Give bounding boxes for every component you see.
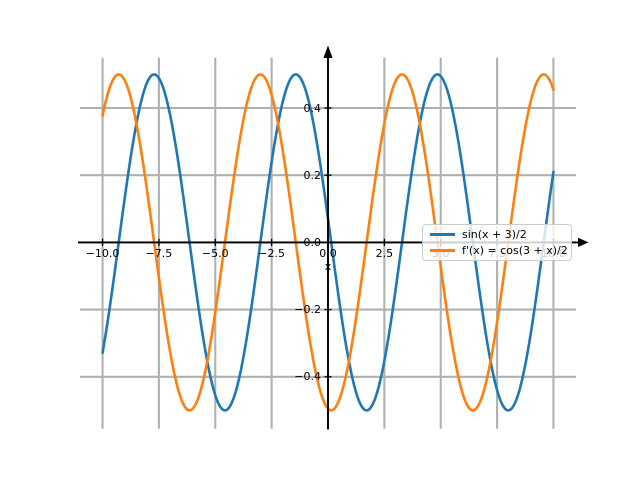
legend: sin(x + 3)/2 f'(x) = cos(3 + x)/2 <box>422 224 572 261</box>
y-tick-label: 0.4 <box>303 101 322 115</box>
y-tick-label: −0.4 <box>294 370 321 384</box>
x-axis-arrow-icon <box>578 237 589 247</box>
x-tick-label: 0.0 <box>319 247 337 261</box>
y-tick-label: −0.2 <box>294 303 321 317</box>
x-tick-label: −10.0 <box>85 247 120 261</box>
legend-entry: sin(x + 3)/2 <box>430 227 564 242</box>
x-tick-label: 2.5 <box>375 247 394 261</box>
x-tick-label: −5.0 <box>201 247 229 261</box>
y-axis-arrow-icon <box>323 45 333 58</box>
x-axis-label: x <box>324 260 332 274</box>
legend-entry: f'(x) = cos(3 + x)/2 <box>430 243 568 258</box>
legend-line-sample <box>430 248 455 252</box>
legend-entry-label: sin(x + 3)/2 <box>462 228 527 242</box>
legend-line-sample <box>430 233 455 237</box>
y-tick-label: 0.2 <box>303 168 322 182</box>
legend-entry-label: f'(x) = cos(3 + x)/2 <box>462 243 568 257</box>
y-tick-label: 0.0 <box>303 235 322 249</box>
x-tick-label: −2.5 <box>258 247 285 261</box>
x-tick-label: −7.5 <box>145 247 173 261</box>
